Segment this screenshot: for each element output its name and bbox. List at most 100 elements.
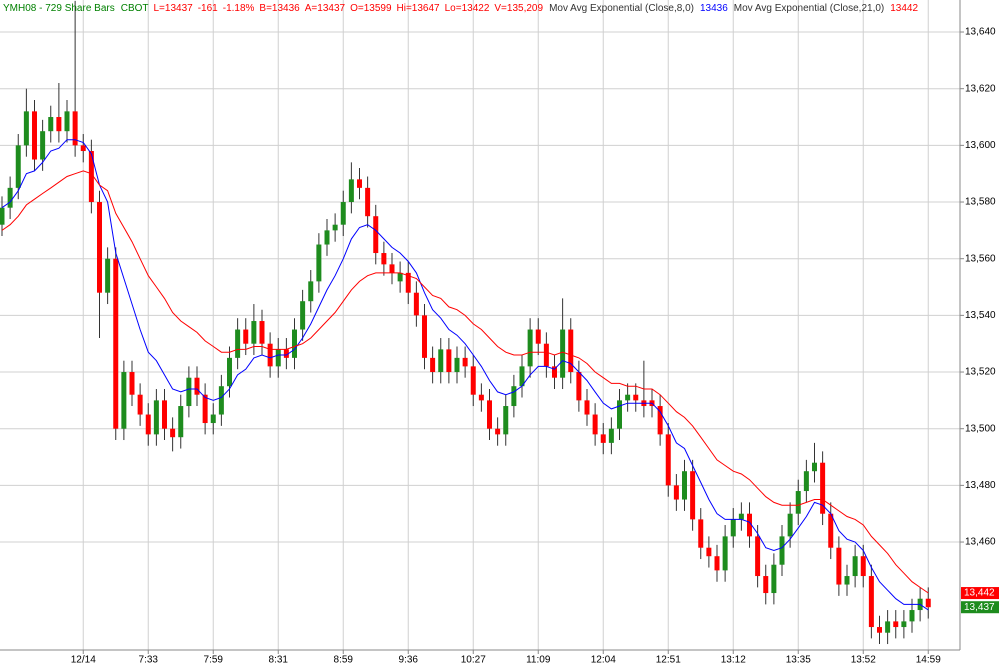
stat: V=135,209 [494,3,543,14]
candle-body [0,207,5,225]
price-marker [961,587,999,600]
candle-body [129,372,135,395]
candle-body [844,576,850,585]
x-tick-label: 8:59 [334,655,354,666]
plot-layer [0,0,931,645]
candle-body [162,400,167,429]
y-tick-label: 13,640 [965,27,996,38]
candle-body [828,513,834,548]
x-tick-label: 7:33 [139,655,159,666]
candle-body [88,151,94,203]
y-tick-label: 13,480 [965,480,996,491]
candle-body [535,329,541,344]
candle-body [210,414,216,424]
candle-body [730,519,736,537]
candle-body [153,400,159,435]
candle-body [381,253,387,265]
candle-body [430,357,436,373]
symbol: YMH08 - 729 Share Bars [3,3,115,14]
candle-body [925,598,931,608]
stat: Hi=13647 [397,3,441,14]
x-tick-label: 8:31 [269,655,289,666]
x-tick-label: 10:27 [461,655,486,666]
candle-body [584,400,590,415]
candle-body [202,394,208,424]
candle-body [747,513,752,537]
candle-body [348,179,354,203]
candle-body [885,621,891,633]
candle-body [625,394,631,401]
legend-label: Mov Avg Exponential (Close,8,0) [549,3,694,14]
moving-average-line [1,170,929,594]
candle-body [478,394,484,401]
moving-average-line [1,139,929,611]
candle-body [422,315,427,358]
x-tick-label: 12:51 [656,655,681,666]
candle-body [438,349,444,373]
candle-body [389,264,395,273]
candle-body [72,111,78,146]
y-tick-label: 13,520 [965,367,996,378]
y-tick-label: 13,540 [965,310,996,321]
candle-body [405,272,411,293]
price-marker-label: 13,442 [964,588,995,599]
candle-body [795,491,801,514]
candle-body [682,471,687,500]
candle-body [413,292,419,316]
candle-body [178,406,184,438]
candle-body [446,349,452,373]
candle-body [243,329,249,344]
exchange: CBOT [121,3,149,14]
candle-body [608,428,614,443]
y-tick-label: 13,620 [965,83,996,94]
candle-body [657,406,663,435]
candle-body [673,485,679,500]
candle-body [97,202,102,293]
candle-body [218,386,224,415]
stat: Lo=13422 [445,3,490,14]
candle-body [308,281,314,302]
candle-body [170,428,176,438]
candle-body [145,414,151,435]
candle-body [763,576,769,594]
candle-body [511,386,517,407]
stat: -1.18% [223,3,255,14]
candle-body [56,117,62,132]
candle-body [738,513,744,520]
candle-body [803,471,809,492]
x-tick-label: 12/14 [71,655,96,666]
x-tick-label: 12:04 [591,655,616,666]
candle-body [300,301,306,330]
y-tick-label: 13,560 [965,253,996,264]
candle-body [64,111,70,132]
legend-value: 13436 [700,3,728,14]
candle-body [820,462,826,514]
candle-body [340,202,346,225]
axis-layer: 13,460 13,480 13,500 13,520 13,540 13,560 13,5… [71,27,999,666]
candle-body [292,329,297,358]
candle-body [487,400,492,429]
candle-body [397,272,403,282]
candle-body [194,377,200,395]
x-tick-label: 13:12 [721,655,746,666]
candle-body [316,244,322,282]
candle-body [901,621,907,628]
stat: L=13437 [154,3,194,14]
x-tick-label: 11:09 [526,655,551,666]
candle-body [259,321,265,344]
candle-body [283,349,289,358]
legend-value: 13442 [890,3,918,14]
candle-body [560,329,566,378]
candle-body [470,366,476,395]
stat: B=13436 [259,3,300,14]
legend-label: Mov Avg Exponential (Close,21,0) [734,3,884,14]
candle-body [592,414,598,435]
candle-body [121,372,127,429]
candle-body [665,434,671,486]
candle-body [137,394,143,415]
candle-body [23,111,29,146]
x-tick-label: 13:52 [851,655,876,666]
candle-body [80,145,86,152]
candle-body [15,145,21,188]
